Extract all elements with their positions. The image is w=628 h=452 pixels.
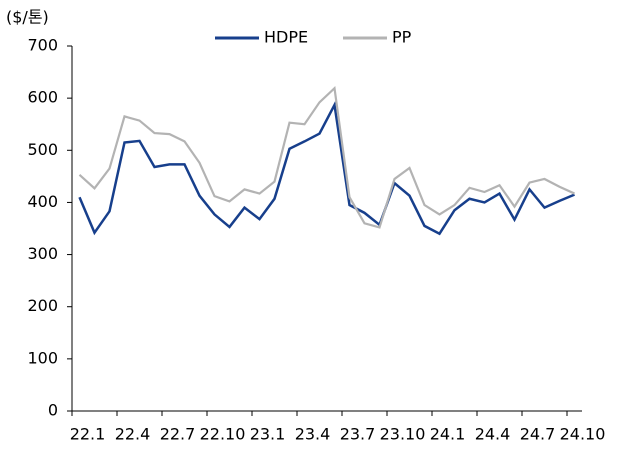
legend-label: PP [392, 28, 412, 47]
y-tick-label: 200 [27, 296, 58, 315]
y-tick-label: 100 [27, 348, 58, 367]
line-series [78, 85, 575, 229]
y-tick-label: 500 [27, 140, 58, 159]
legend-label: HDPE [264, 28, 308, 47]
x-tick-label: 23.7 [340, 425, 376, 444]
y-tick-label: 600 [27, 88, 58, 107]
x-tick-label: 24.4 [475, 425, 511, 444]
x-tick-label: 23.10 [380, 425, 426, 444]
x-tick-label: 24.7 [520, 425, 556, 444]
y-axis-label: ($/톤) [6, 8, 49, 27]
line-series [78, 100, 575, 236]
y-tick-label: 300 [27, 244, 58, 263]
x-tick-label: 23.4 [295, 425, 331, 444]
x-tick-label: 22.4 [115, 425, 151, 444]
x-tick-label: 22.7 [160, 425, 196, 444]
x-tick-label: 23.1 [250, 425, 286, 444]
y-tick-label: 700 [27, 36, 58, 55]
x-tick-label: 22.1 [70, 425, 106, 444]
x-tick-label: 24.1 [430, 425, 466, 444]
y-tick-label: 400 [27, 192, 58, 211]
x-tick-label: 22.10 [200, 425, 246, 444]
y-tick-label: 0 [48, 401, 58, 420]
x-tick-label: 24.10 [560, 425, 606, 444]
